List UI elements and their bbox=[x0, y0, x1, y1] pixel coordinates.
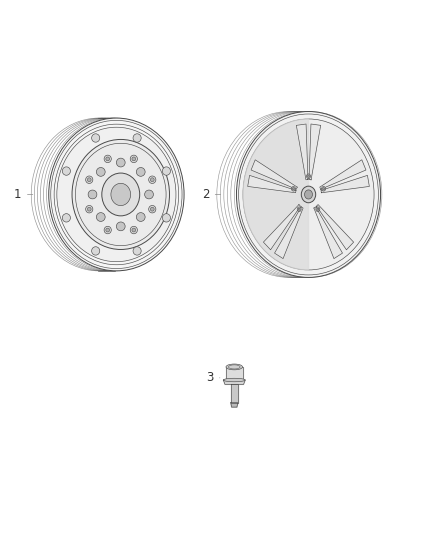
Ellipse shape bbox=[145, 190, 153, 199]
Ellipse shape bbox=[298, 208, 300, 211]
Ellipse shape bbox=[88, 190, 97, 199]
Ellipse shape bbox=[162, 167, 170, 175]
Polygon shape bbox=[231, 384, 238, 403]
Ellipse shape bbox=[86, 176, 93, 183]
Ellipse shape bbox=[148, 176, 156, 183]
Ellipse shape bbox=[243, 119, 374, 270]
Ellipse shape bbox=[117, 158, 125, 167]
Polygon shape bbox=[275, 207, 303, 259]
Ellipse shape bbox=[62, 167, 71, 175]
Ellipse shape bbox=[102, 173, 140, 216]
Polygon shape bbox=[251, 160, 297, 189]
Text: 2: 2 bbox=[202, 188, 209, 201]
Ellipse shape bbox=[322, 188, 325, 190]
Ellipse shape bbox=[321, 187, 325, 191]
Ellipse shape bbox=[133, 134, 141, 142]
Ellipse shape bbox=[150, 178, 154, 182]
Ellipse shape bbox=[87, 207, 91, 211]
Ellipse shape bbox=[49, 118, 184, 271]
Ellipse shape bbox=[130, 227, 138, 234]
Ellipse shape bbox=[150, 207, 154, 211]
Ellipse shape bbox=[237, 111, 381, 277]
Ellipse shape bbox=[104, 155, 111, 163]
Polygon shape bbox=[314, 207, 343, 259]
Ellipse shape bbox=[96, 213, 105, 221]
Polygon shape bbox=[223, 380, 245, 384]
Ellipse shape bbox=[106, 228, 110, 232]
Ellipse shape bbox=[297, 207, 301, 212]
Ellipse shape bbox=[117, 222, 125, 231]
Polygon shape bbox=[317, 205, 353, 250]
Ellipse shape bbox=[132, 228, 136, 232]
Polygon shape bbox=[309, 124, 321, 180]
Polygon shape bbox=[226, 367, 243, 380]
Text: 3: 3 bbox=[206, 372, 213, 384]
Text: 1: 1 bbox=[14, 188, 21, 201]
Ellipse shape bbox=[92, 247, 100, 255]
Ellipse shape bbox=[136, 167, 145, 176]
Ellipse shape bbox=[96, 167, 105, 176]
Ellipse shape bbox=[317, 208, 319, 211]
Ellipse shape bbox=[57, 127, 176, 262]
Polygon shape bbox=[321, 175, 369, 193]
Ellipse shape bbox=[87, 178, 91, 182]
Ellipse shape bbox=[111, 183, 131, 206]
Polygon shape bbox=[247, 175, 296, 193]
Polygon shape bbox=[243, 119, 308, 270]
Polygon shape bbox=[320, 160, 366, 189]
Ellipse shape bbox=[62, 214, 71, 222]
Ellipse shape bbox=[223, 378, 245, 382]
Ellipse shape bbox=[307, 175, 310, 177]
Ellipse shape bbox=[92, 134, 100, 142]
Ellipse shape bbox=[72, 140, 170, 249]
Ellipse shape bbox=[162, 214, 170, 222]
Ellipse shape bbox=[301, 186, 316, 203]
Ellipse shape bbox=[132, 157, 136, 161]
Ellipse shape bbox=[291, 187, 295, 191]
Ellipse shape bbox=[86, 205, 93, 213]
Ellipse shape bbox=[316, 207, 320, 212]
Ellipse shape bbox=[307, 174, 311, 179]
Ellipse shape bbox=[104, 227, 111, 234]
Ellipse shape bbox=[304, 190, 312, 199]
Ellipse shape bbox=[133, 247, 141, 255]
Ellipse shape bbox=[136, 213, 145, 221]
Ellipse shape bbox=[106, 157, 110, 161]
Ellipse shape bbox=[226, 364, 243, 370]
Polygon shape bbox=[263, 205, 300, 250]
Polygon shape bbox=[231, 403, 238, 407]
Ellipse shape bbox=[130, 155, 138, 163]
Polygon shape bbox=[297, 124, 308, 180]
Ellipse shape bbox=[293, 188, 294, 190]
Ellipse shape bbox=[148, 205, 156, 213]
